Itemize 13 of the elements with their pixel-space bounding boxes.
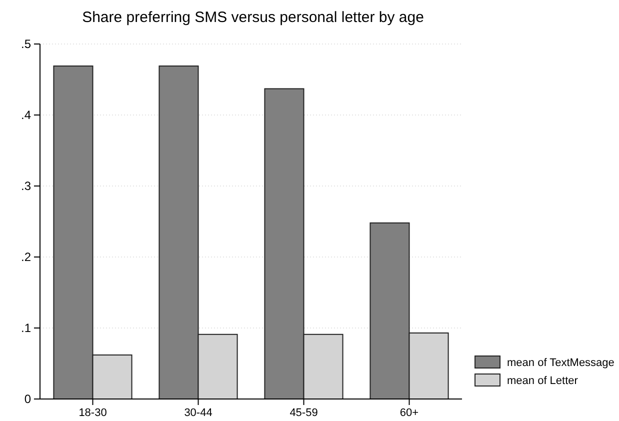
y-tick-label: .2	[20, 250, 32, 264]
y-tick-label: .4	[20, 108, 32, 122]
legend-label: mean of TextMessage	[507, 357, 614, 369]
legend-label: mean of Letter	[507, 375, 578, 387]
chart-title: Share preferring SMS versus personal letter by age	[82, 9, 424, 26]
y-tick-label: .5	[20, 36, 32, 51]
y-tick-label: .3	[20, 178, 32, 193]
y-tick-label: .1	[20, 320, 32, 335]
y-tick-label: 0	[24, 392, 32, 406]
x-tick-label: 30-44	[184, 406, 212, 419]
x-tick-label: 60+	[400, 406, 419, 419]
x-tick-label: 18-30	[78, 406, 107, 419]
x-tick-label: 45-59	[290, 406, 318, 419]
